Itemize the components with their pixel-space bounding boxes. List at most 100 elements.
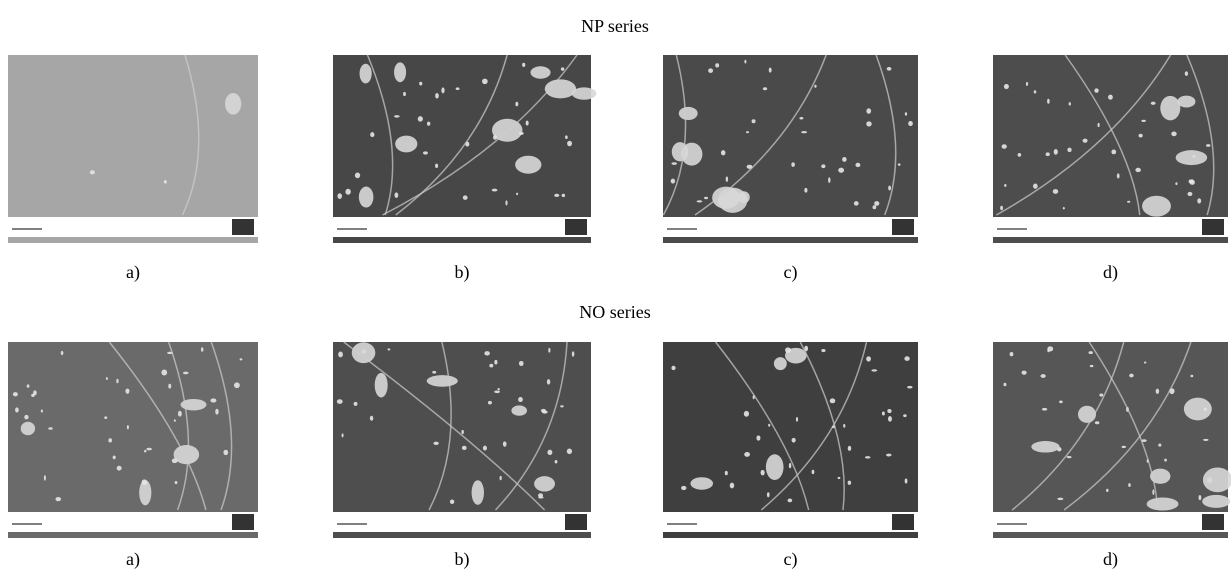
particle <box>828 177 830 183</box>
particle <box>201 347 203 351</box>
particle <box>125 388 129 393</box>
particle <box>1176 150 1208 165</box>
particle <box>1151 102 1156 105</box>
particle <box>144 450 146 453</box>
particle <box>450 499 454 504</box>
particle <box>681 486 686 490</box>
particle <box>345 189 350 195</box>
particle <box>15 407 19 412</box>
particle <box>387 348 390 350</box>
particle <box>483 446 487 451</box>
particle <box>394 115 400 117</box>
particle <box>866 108 871 114</box>
particle <box>547 450 552 455</box>
particle <box>865 456 870 458</box>
particle <box>359 187 374 208</box>
particle <box>1197 198 1201 203</box>
particle <box>766 454 784 480</box>
particle <box>708 68 713 73</box>
particle <box>44 475 46 481</box>
sem-image <box>663 342 918 538</box>
particle <box>1106 489 1109 492</box>
particle <box>1022 371 1027 375</box>
particle <box>394 62 406 82</box>
particle <box>855 163 860 167</box>
particle <box>1046 152 1050 156</box>
particle <box>518 397 523 402</box>
particle <box>370 132 374 137</box>
particle <box>542 410 548 413</box>
particle <box>1067 456 1072 458</box>
particle <box>418 116 423 122</box>
panel-label: a) <box>126 549 140 570</box>
particle <box>690 477 713 490</box>
particle <box>117 466 122 471</box>
particle <box>463 195 468 200</box>
sem-image <box>8 55 258 243</box>
particle <box>175 481 178 484</box>
particle <box>715 63 719 67</box>
particle <box>435 164 438 168</box>
particle <box>1063 207 1065 209</box>
logo <box>1202 219 1224 235</box>
particle <box>1090 365 1094 367</box>
particle <box>567 448 572 454</box>
particle <box>168 384 171 389</box>
particle <box>1054 149 1058 155</box>
particle <box>423 151 428 154</box>
particle <box>1144 361 1146 363</box>
particle <box>1158 444 1161 447</box>
particle <box>821 349 825 352</box>
particle <box>240 358 243 360</box>
particle <box>671 162 677 165</box>
particle <box>433 442 438 445</box>
particle <box>874 201 879 206</box>
bottom-strip <box>993 237 1228 243</box>
page: NP series NO series a)b)c)d)a)b)c)d) (()… <box>0 0 1231 574</box>
particle <box>1164 459 1167 462</box>
particle <box>427 122 430 126</box>
particle <box>905 479 908 484</box>
particle <box>791 162 795 166</box>
particle <box>560 405 563 407</box>
particle <box>1202 495 1230 508</box>
particle <box>1128 483 1131 487</box>
particle <box>908 121 913 126</box>
particle <box>788 499 793 503</box>
particle <box>427 375 458 387</box>
bottom-strip <box>333 237 591 243</box>
logo <box>232 219 254 235</box>
particle <box>519 361 524 366</box>
image-background <box>663 342 918 538</box>
particle <box>342 433 344 437</box>
particle <box>1171 131 1176 136</box>
particle <box>61 351 64 355</box>
particle <box>866 356 871 361</box>
logo <box>892 219 914 235</box>
particle <box>1191 179 1194 183</box>
image-background <box>993 55 1228 243</box>
particle <box>172 458 178 463</box>
panel-label: b) <box>455 262 470 283</box>
particle <box>565 135 568 139</box>
particle <box>210 398 216 402</box>
particle <box>697 200 703 202</box>
particle <box>1089 351 1093 354</box>
particle <box>801 131 807 133</box>
particle <box>526 121 529 126</box>
particle <box>534 476 555 491</box>
particle <box>493 135 497 140</box>
particle <box>1152 489 1154 494</box>
panel-label: c) <box>784 262 798 283</box>
particle <box>671 366 675 370</box>
bottom-strip <box>8 237 258 243</box>
particle <box>1067 148 1071 153</box>
particle <box>554 194 559 197</box>
particle <box>848 446 852 451</box>
particle <box>13 392 18 396</box>
particle <box>1004 184 1006 187</box>
bottom-strip <box>663 237 918 243</box>
particle <box>679 107 698 120</box>
particle <box>375 373 388 398</box>
particle <box>461 430 464 434</box>
